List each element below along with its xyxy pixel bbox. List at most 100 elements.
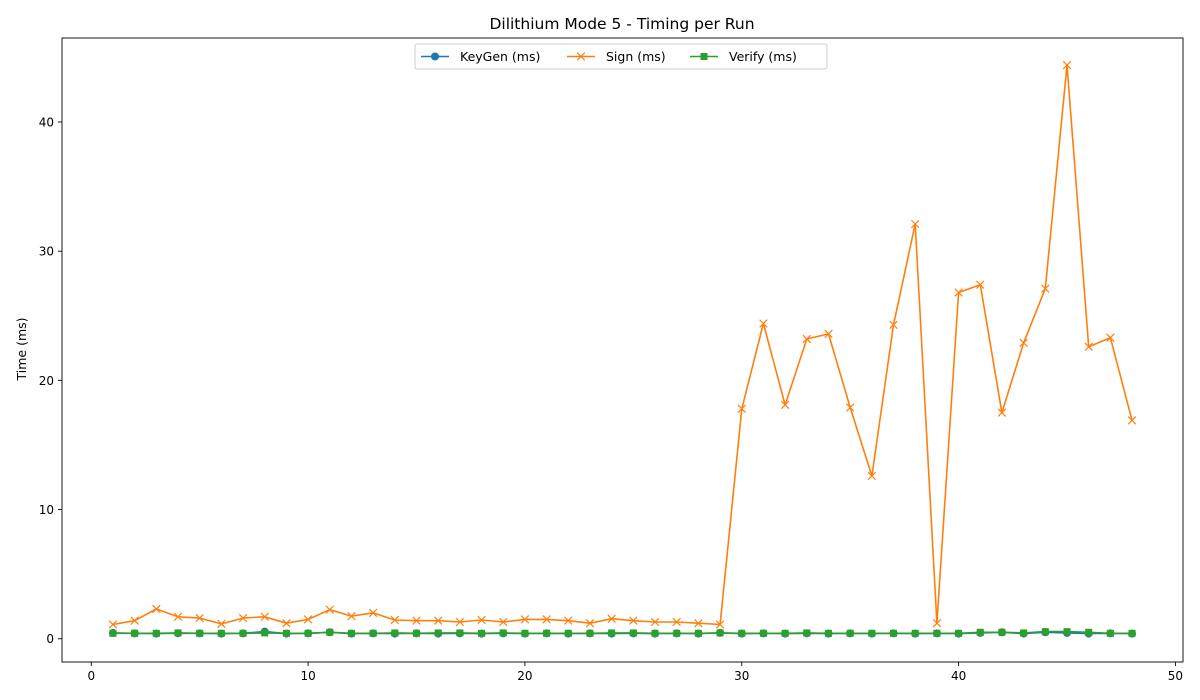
point-verify-ms	[716, 629, 724, 637]
series-line-sign-ms	[112, 64, 1133, 626]
legend-item-verify-ms: Verify (ms)	[690, 49, 797, 64]
point-verify-ms	[413, 629, 421, 637]
point-verify-ms	[759, 629, 767, 637]
point-verify-ms	[608, 629, 616, 637]
point-sign-ms	[954, 288, 963, 297]
point-verify-ms	[824, 629, 832, 637]
point-verify-ms	[911, 629, 919, 637]
point-verify-ms	[629, 629, 637, 637]
legend-swatch-marker	[431, 52, 439, 61]
point-verify-ms	[261, 629, 269, 637]
point-verify-ms	[369, 629, 377, 637]
point-verify-ms	[326, 628, 334, 636]
point-sign-ms	[824, 329, 833, 339]
point-verify-ms	[131, 629, 139, 637]
point-verify-ms	[543, 629, 551, 637]
point-verify-ms	[673, 629, 681, 637]
point-verify-ms	[152, 629, 160, 637]
chart-title: Dilithium Mode 5 - Timing per Run	[489, 15, 754, 33]
point-verify-ms	[694, 629, 702, 637]
y-axis-ticks: 0 10 20 30 40	[39, 115, 62, 646]
point-verify-ms	[347, 629, 355, 637]
point-sign-ms	[368, 608, 378, 618]
point-sign-ms	[802, 334, 812, 344]
point-sign-ms	[520, 615, 530, 624]
y-tick-label: 0	[46, 632, 54, 646]
point-sign-ms	[108, 620, 118, 629]
point-sign-ms	[1019, 338, 1028, 348]
point-verify-ms	[196, 629, 204, 637]
plot-series	[108, 60, 1137, 638]
point-sign-ms	[629, 616, 638, 625]
x-axis-ticks: 0 10 20 30 40 50	[87, 662, 1183, 683]
point-sign-ms	[477, 615, 486, 625]
point-sign-ms	[260, 612, 269, 622]
point-sign-ms	[932, 619, 942, 628]
point-sign-ms	[130, 616, 139, 625]
point-sign-ms	[1041, 284, 1050, 293]
series-sign-ms	[108, 60, 1137, 629]
point-sign-ms	[1084, 342, 1093, 351]
point-verify-ms	[304, 629, 312, 637]
point-verify-ms	[1128, 629, 1136, 637]
point-verify-ms	[1041, 628, 1049, 636]
point-sign-ms	[303, 615, 313, 624]
plot-frame	[61, 37, 1184, 663]
point-verify-ms	[890, 629, 898, 637]
series-verify-ms	[109, 628, 1136, 637]
point-verify-ms	[868, 629, 876, 637]
legend-item-keygen-ms: KeyGen (ms)	[421, 49, 540, 64]
x-tick-label: 10	[300, 669, 315, 683]
point-verify-ms	[803, 629, 811, 637]
point-verify-ms	[955, 629, 963, 637]
point-sign-ms	[780, 400, 790, 410]
point-verify-ms	[651, 629, 659, 637]
point-sign-ms	[152, 604, 161, 614]
point-sign-ms	[238, 613, 248, 623]
y-tick-label: 40	[39, 115, 54, 129]
point-verify-ms	[456, 629, 464, 637]
legend-label: Verify (ms)	[729, 49, 797, 64]
point-verify-ms	[998, 628, 1006, 636]
point-sign-ms	[347, 611, 356, 621]
point-verify-ms	[1085, 628, 1093, 636]
legend: KeyGen (ms) Sign (ms) Verify (ms)	[414, 43, 828, 70]
legend-swatch-marker	[576, 52, 586, 61]
x-tick-label: 0	[87, 669, 95, 683]
point-sign-ms	[607, 614, 616, 623]
point-verify-ms	[933, 629, 941, 637]
point-sign-ms	[195, 613, 204, 623]
point-sign-ms	[867, 471, 877, 481]
x-tick-label: 20	[517, 669, 532, 683]
point-sign-ms	[715, 620, 725, 629]
legend-item-sign-ms: Sign (ms)	[567, 49, 666, 64]
point-sign-ms	[455, 617, 465, 627]
y-tick-label: 30	[39, 245, 54, 259]
x-tick-label: 40	[951, 669, 966, 683]
point-sign-ms	[390, 615, 400, 625]
point-verify-ms	[1020, 629, 1028, 637]
point-sign-ms	[672, 617, 681, 627]
point-verify-ms	[586, 629, 594, 637]
legend-swatch-marker	[700, 53, 708, 60]
point-sign-ms	[217, 619, 226, 629]
point-sign-ms	[1106, 333, 1115, 342]
point-sign-ms	[173, 612, 183, 622]
point-verify-ms	[564, 629, 572, 637]
point-sign-ms	[694, 619, 703, 628]
point-sign-ms	[1062, 60, 1072, 70]
point-sign-ms	[1127, 416, 1137, 425]
point-verify-ms	[434, 629, 442, 637]
series-line-verify-ms	[113, 630, 1132, 635]
point-verify-ms	[478, 629, 486, 637]
point-verify-ms	[781, 629, 789, 637]
point-sign-ms	[845, 403, 855, 412]
y-tick-label: 20	[39, 374, 54, 388]
point-sign-ms	[433, 616, 443, 625]
point-verify-ms	[499, 629, 507, 637]
point-sign-ms	[325, 605, 335, 614]
point-verify-ms	[521, 629, 529, 637]
point-sign-ms	[889, 320, 898, 330]
legend-label: KeyGen (ms)	[460, 49, 540, 64]
